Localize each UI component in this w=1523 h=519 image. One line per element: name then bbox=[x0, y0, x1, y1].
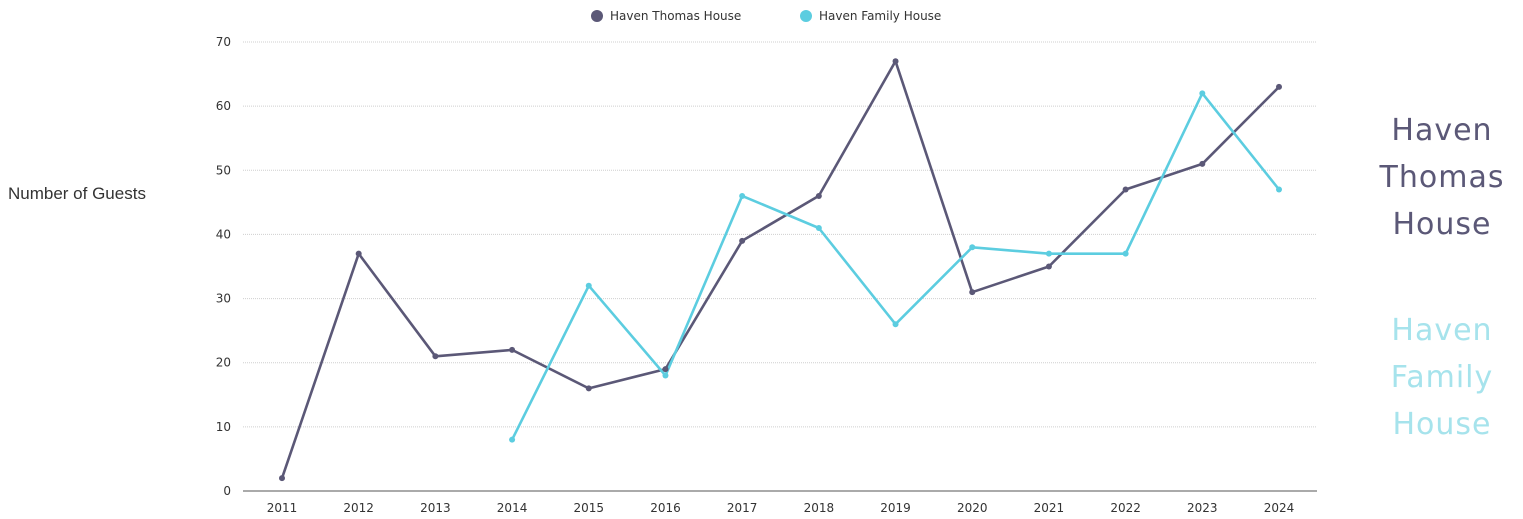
y-tick-label: 10 bbox=[216, 420, 231, 434]
y-tick-label: 50 bbox=[216, 163, 231, 177]
x-tick-label: 2017 bbox=[727, 501, 758, 515]
data-point bbox=[815, 192, 822, 199]
x-tick-label: 2011 bbox=[267, 501, 298, 515]
x-tick-label: 2023 bbox=[1187, 501, 1218, 515]
data-point bbox=[1276, 186, 1282, 193]
data-point bbox=[892, 58, 899, 65]
x-tick-label: 2013 bbox=[420, 501, 451, 515]
x-tick-label: 2021 bbox=[1034, 501, 1065, 515]
axes: 0 10 20 30 40 50 60 70 2011 2012 2013 2014 2015 2016 2… bbox=[216, 35, 1317, 515]
gridlines bbox=[243, 41, 1317, 428]
legend-label: Haven Thomas House bbox=[610, 9, 741, 23]
legend: Haven Thomas House Haven Family House bbox=[591, 9, 941, 23]
side-label-line: Thomas bbox=[1379, 160, 1505, 195]
y-tick-label: 20 bbox=[216, 356, 231, 370]
data-point bbox=[662, 372, 669, 379]
data-point bbox=[509, 436, 516, 443]
y-tick-label: 0 bbox=[223, 484, 231, 498]
data-point bbox=[1122, 186, 1129, 193]
x-tick-label: 2019 bbox=[880, 501, 911, 515]
data-point bbox=[969, 244, 976, 251]
data-point bbox=[355, 250, 362, 257]
series-line bbox=[510, 92, 1281, 441]
side-label-line: House bbox=[1392, 407, 1491, 442]
data-point bbox=[1276, 83, 1282, 90]
y-axis-label: Number of Guests bbox=[8, 184, 146, 203]
data-point bbox=[1122, 250, 1129, 257]
data-point bbox=[1199, 90, 1206, 97]
x-tick-label: 2020 bbox=[957, 501, 988, 515]
series-points bbox=[279, 58, 1282, 482]
x-tick-label: 2024 bbox=[1264, 501, 1295, 515]
series-lines bbox=[280, 59, 1281, 480]
data-point bbox=[1045, 263, 1052, 270]
side-label-line: Family bbox=[1391, 360, 1494, 395]
data-point bbox=[1199, 160, 1206, 167]
legend-label: Haven Family House bbox=[819, 9, 941, 23]
data-point bbox=[892, 321, 899, 328]
data-point bbox=[585, 385, 592, 392]
y-tick-label: 30 bbox=[216, 292, 231, 306]
side-labels: Haven Thomas House Haven Family House bbox=[1379, 113, 1505, 442]
data-point bbox=[662, 366, 669, 373]
data-point bbox=[1045, 250, 1052, 257]
x-tick-label: 2018 bbox=[804, 501, 835, 515]
data-point bbox=[815, 225, 822, 232]
data-point bbox=[279, 475, 285, 482]
x-tick-label: 2014 bbox=[497, 501, 528, 515]
y-tick-label: 60 bbox=[216, 99, 231, 113]
legend-marker bbox=[591, 10, 603, 22]
x-tick-label: 2016 bbox=[650, 501, 681, 515]
y-tick-label: 70 bbox=[216, 35, 231, 49]
side-label-line: House bbox=[1392, 207, 1491, 242]
legend-marker bbox=[800, 10, 812, 22]
data-point bbox=[432, 353, 439, 360]
series-line bbox=[280, 59, 1281, 480]
data-point bbox=[585, 282, 592, 289]
data-point bbox=[739, 192, 746, 199]
x-tick-label: 2015 bbox=[573, 501, 604, 515]
data-point bbox=[509, 346, 516, 353]
side-label-line: Haven bbox=[1391, 313, 1492, 348]
data-point bbox=[969, 289, 976, 296]
side-label-line: Haven bbox=[1391, 113, 1492, 148]
data-point bbox=[739, 237, 746, 244]
y-tick-label: 40 bbox=[216, 227, 231, 241]
x-tick-label: 2022 bbox=[1110, 501, 1141, 515]
x-tick-label: 2012 bbox=[343, 501, 374, 515]
